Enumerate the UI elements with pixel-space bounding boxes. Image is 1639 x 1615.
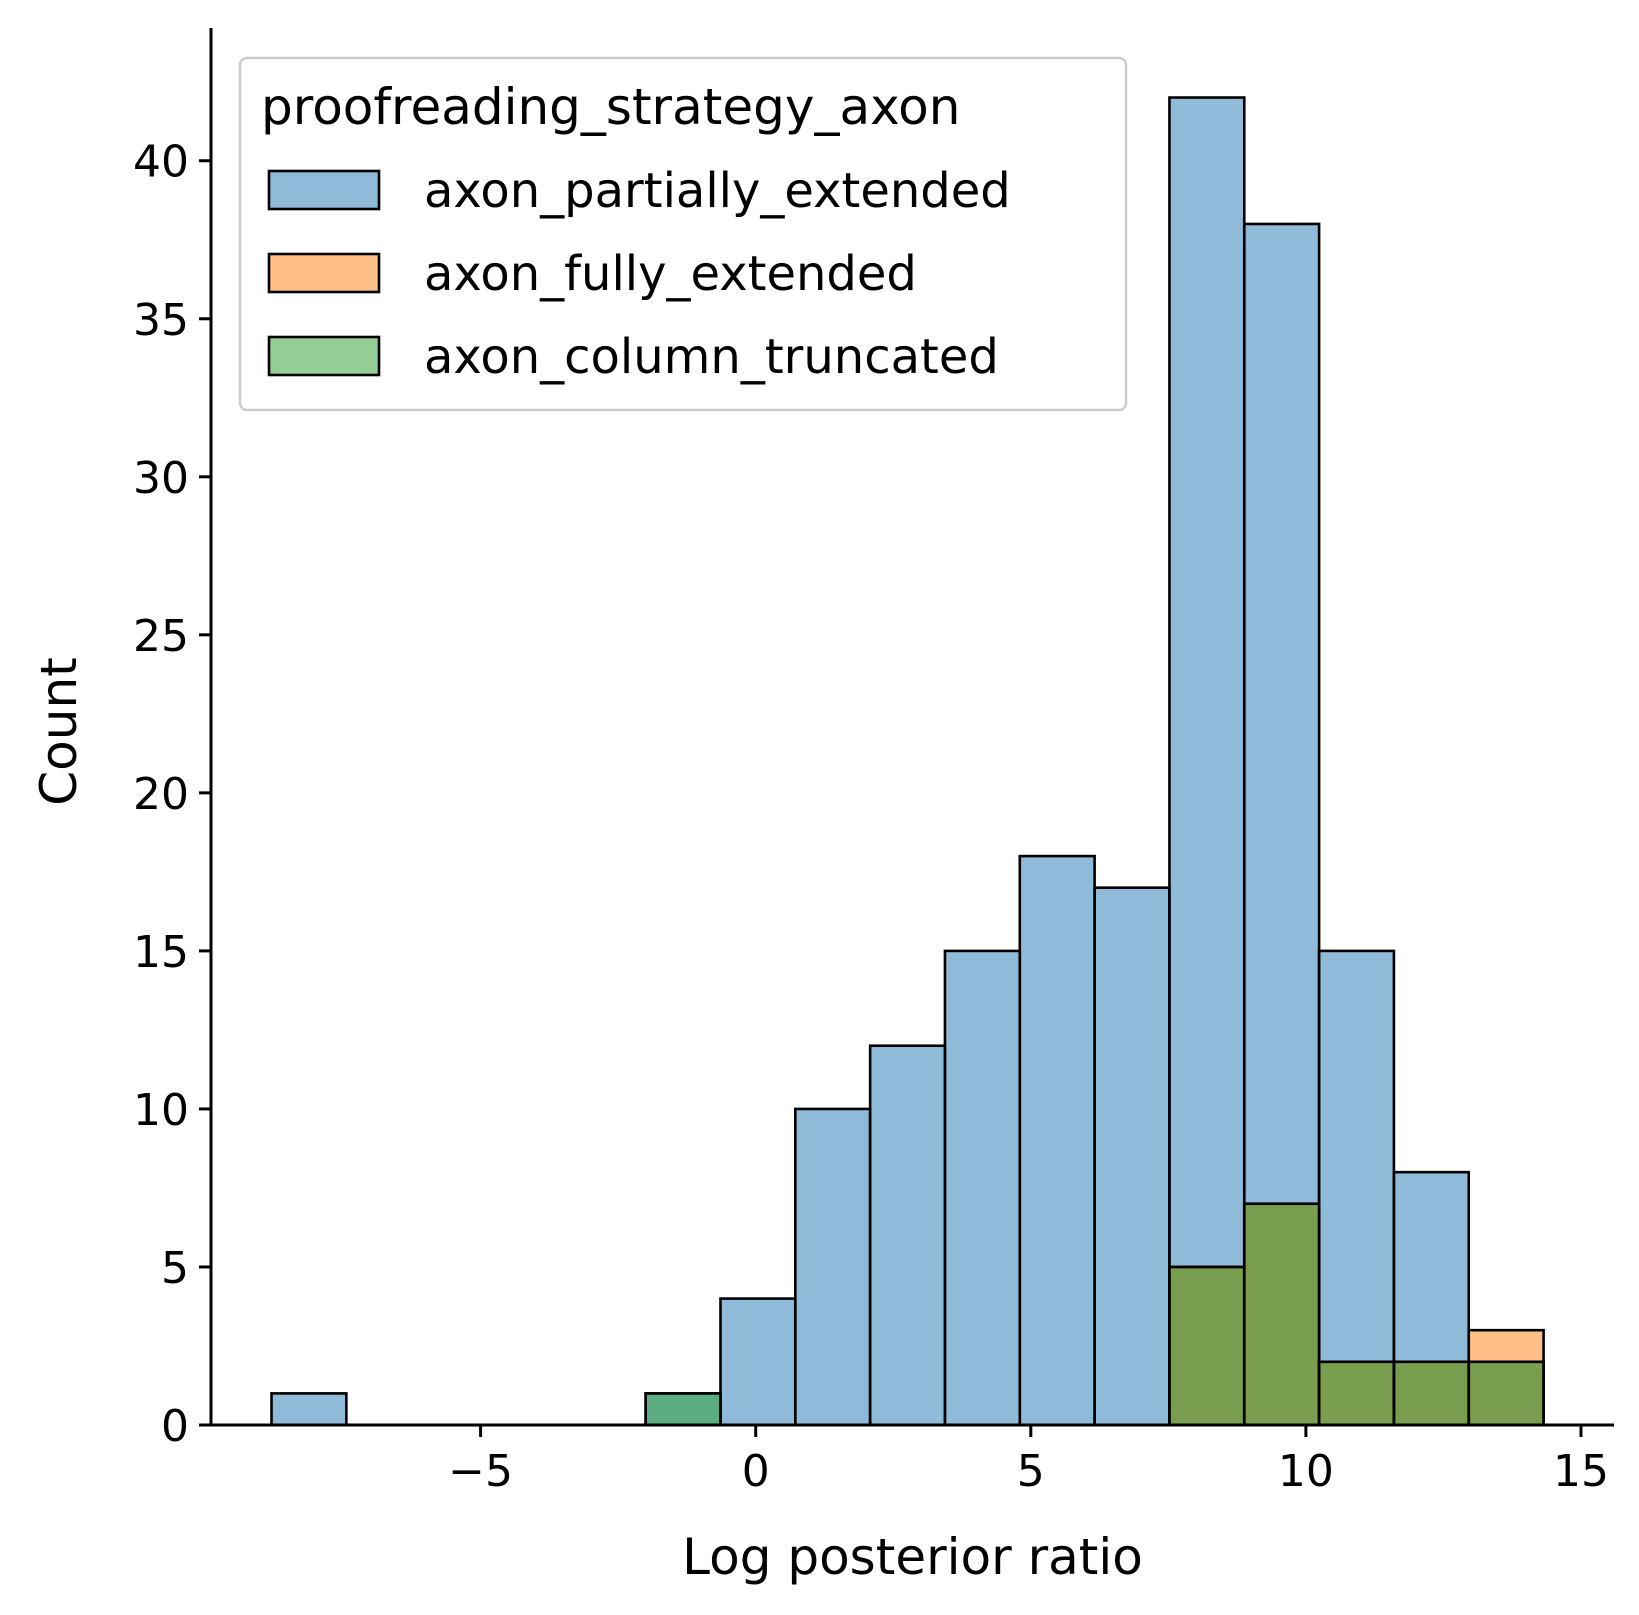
y-tick-label: 20 [133, 769, 189, 820]
histogram-bar-axon_partially_extended-11 [1093, 886, 1171, 1427]
histogram-bar-axon_partially_extended-8 [868, 1044, 947, 1427]
x-tick-label: 0 [742, 1446, 770, 1497]
y-axis-title: Count [30, 657, 88, 806]
legend-swatch-axon_partially_extended [267, 169, 381, 211]
y-tick-label: 5 [161, 1243, 189, 1294]
legend-label-axon_partially_extended: axon_partially_extended [424, 163, 1011, 219]
bars-layer [270, 96, 1545, 1427]
histogram-bar-axon_partially_extended-14 [1317, 949, 1396, 1427]
y-tick-label: 0 [161, 1401, 189, 1452]
legend-swatch-axon_fully_extended [267, 252, 381, 294]
y-tick-label: 30 [133, 453, 189, 504]
axes-layer: −5 0 5 10 15 0 5 10 15 20 25 30 35 40 [133, 28, 1614, 1497]
histogram-bar-axon_column_truncated-14 [1317, 1360, 1396, 1427]
x-tick-label: −5 [448, 1446, 513, 1497]
x-ticks: −5 0 5 10 15 [448, 1425, 1609, 1497]
legend-label-axon_fully_extended: axon_fully_extended [424, 246, 917, 302]
x-tick-label: 15 [1553, 1446, 1609, 1497]
x-axis-title: Log posterior ratio [682, 1528, 1143, 1586]
y-tick-label: 25 [133, 611, 189, 662]
legend-frame [238, 56, 1128, 412]
legend-label-axon_column_truncated: axon_column_truncated [424, 329, 999, 385]
y-ticks: 0 5 10 15 20 25 30 35 40 [133, 137, 211, 1452]
y-tick-label: 15 [133, 927, 189, 978]
y-tick-label: 10 [133, 1085, 189, 1136]
histogram-bar-axon_partially_extended-7 [794, 1107, 872, 1427]
y-tick-label: 40 [133, 137, 189, 188]
legend-title: proofreading_strategy_axon [261, 78, 960, 136]
legend: proofreading_strategy_axon axon_partiall… [238, 56, 1128, 412]
histogram-bar-axon_partially_extended-12 [1168, 96, 1246, 1427]
legend-entries: axon_partially_extended axon_fully_extend… [267, 163, 1011, 385]
histogram-bar-axon_partially_extended-0 [270, 1392, 348, 1427]
y-tick-label: 35 [133, 295, 189, 346]
histogram-bar-axon_partially_extended-10 [1018, 854, 1096, 1427]
histogram-bar-axon_column_truncated-12 [1168, 1265, 1246, 1427]
histogram-bar-axon_column_truncated-16 [1467, 1360, 1545, 1427]
histogram-bar-axon_column_truncated-13 [1242, 1202, 1321, 1427]
histogram-bar-axon_partially_extended-9 [943, 949, 1022, 1427]
legend-swatch-axon_column_truncated [267, 335, 381, 377]
histogram-bar-axon_column_truncated-15 [1392, 1360, 1471, 1427]
histogram-bar-axon_partially_extended-6 [719, 1297, 797, 1427]
x-tick-label: 10 [1278, 1446, 1334, 1497]
histogram-bar-axon_column_truncated-5 [644, 1392, 722, 1427]
x-tick-label: 5 [1017, 1446, 1045, 1497]
